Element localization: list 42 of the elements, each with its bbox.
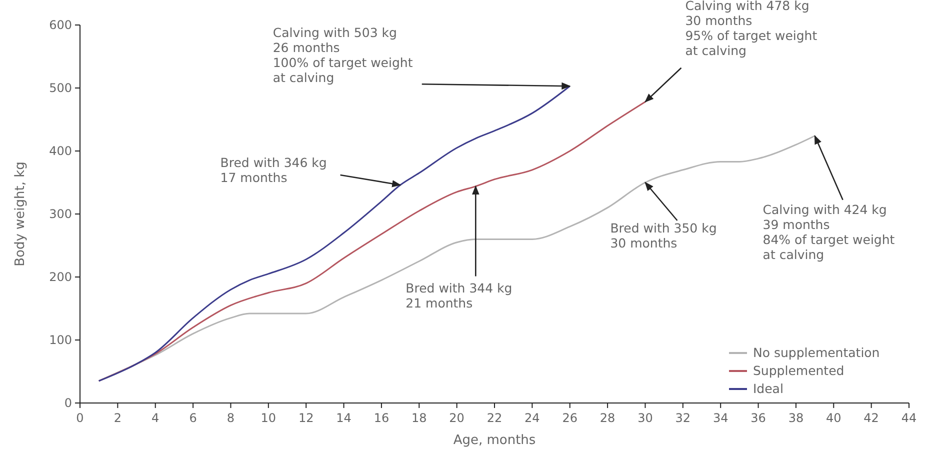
legend-label: No supplementation [753,345,880,360]
x-tick-label: 30 [638,411,653,425]
y-tick-label: 400 [49,144,72,158]
x-tick-label: 0 [76,411,84,425]
x-tick-label: 4 [152,411,160,425]
y-axis-title: Body weight, kg [13,162,28,266]
x-tick-label: 14 [336,411,352,425]
line-series [98,85,571,382]
x-tick-label: 20 [449,411,464,425]
x-tick-label: 16 [374,411,390,425]
annotation: Calving with 503 kg 26 months 100% of target weight at calving [272,25,413,86]
x-axis-title: Age, months [453,433,536,448]
y-tick-label: 600 [49,18,72,32]
x-tick-label: 24 [524,411,540,425]
y-tick-label: 500 [49,81,72,95]
x-tick-label: 22 [486,411,502,425]
annotation: Bred with 344 kg 21 months [406,280,512,310]
x-tick-label: 8 [226,411,235,425]
legend-label: Supplemented [753,363,844,378]
annotation: Calving with 478 kg 30 months 95% of target weight at calving [685,0,818,58]
x-tick-label: 42 [864,411,879,425]
legend-label: Ideal [753,381,784,396]
x-tick-label: 18 [411,411,427,425]
annotation: Bred with 350 kg 30 months [610,220,717,250]
y-tick-label: 200 [49,270,72,284]
x-tick-label: 34 [712,411,728,425]
y-tick-label: 0 [64,396,72,410]
x-tick-label: 36 [750,411,766,425]
annotation: Calving with 424 kg 39 months 84% of target weight at calving [762,202,895,262]
x-tick-label: 12 [298,411,314,425]
x-tick-label: 2 [114,411,122,425]
x-tick-label: 26 [562,411,578,425]
x-tick-label: 6 [189,411,197,425]
y-tick-label: 100 [49,333,72,347]
x-tick-label: 44 [901,411,917,425]
annotation: Bred with 346 kg 17 months [220,155,327,186]
y-tick-label: 300 [49,207,72,221]
x-tick-label: 38 [788,411,804,425]
x-tick-label: 32 [675,411,691,425]
x-tick-label: 28 [600,411,616,425]
x-tick-label: 10 [260,411,276,425]
x-tick-label: 40 [826,411,842,425]
